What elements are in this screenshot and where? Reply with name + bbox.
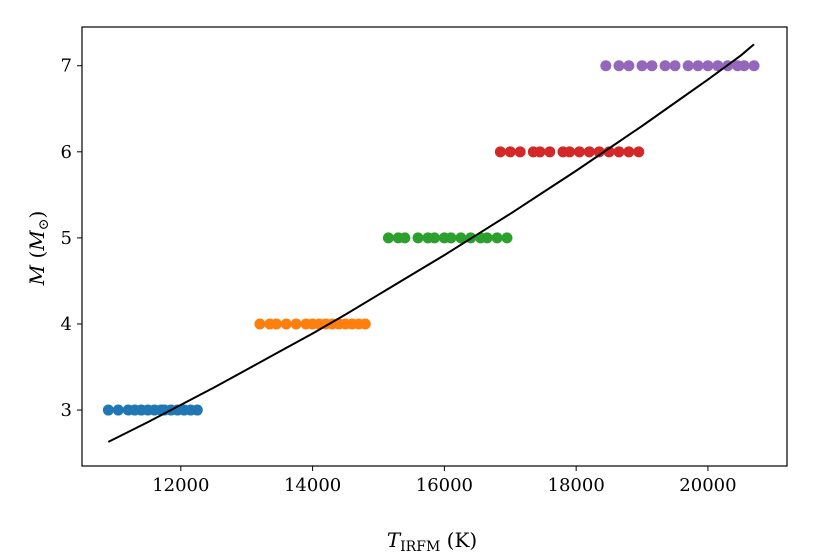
data-point-series-2 [280, 318, 292, 330]
x-axis-unit: (K) [440, 528, 477, 552]
fit-line [107, 43, 755, 443]
data-point-series-5 [659, 60, 671, 72]
data-point-series-5 [600, 60, 612, 72]
x-axis-sub: IRFM [400, 539, 440, 555]
data-point-series-4 [544, 146, 556, 158]
x-tick-label: 14000 [284, 475, 341, 496]
data-point-series-3 [412, 232, 424, 244]
data-point-series-3 [399, 232, 411, 244]
data-point-series-4 [633, 146, 645, 158]
plot-frame [81, 26, 788, 467]
data-point-series-4 [514, 146, 526, 158]
y-axis-sym: M [25, 230, 49, 252]
data-point-series-3 [501, 232, 513, 244]
x-tick-label: 12000 [152, 475, 209, 496]
data-point-series-3 [429, 232, 440, 244]
y-axis-open: ( [25, 251, 49, 265]
data-point-series-1 [112, 404, 124, 416]
fit-line-layer [107, 43, 755, 443]
y-tick-label: 3 [61, 400, 72, 421]
data-point-series-5 [636, 60, 648, 72]
data-point-series-2 [290, 318, 302, 330]
data-point-series-5 [613, 60, 625, 72]
data-point-series-3 [481, 232, 493, 244]
y-axis-var: M [25, 264, 49, 286]
y-axis: 3 4 5 6 7 [61, 56, 82, 421]
data-point-series-4 [494, 146, 506, 158]
data-point-series-3 [445, 232, 457, 244]
data-point-series-5 [748, 60, 760, 72]
data-point-series-3 [455, 232, 467, 244]
data-point-series-5 [702, 60, 714, 72]
x-tick-label: 18000 [548, 475, 605, 496]
y-axis-title: M (M⊙) [25, 211, 52, 287]
y-axis-sub: ⊙ [36, 218, 52, 230]
chart-marks [102, 60, 760, 416]
data-point-series-4 [573, 146, 585, 158]
y-tick-label: 6 [61, 142, 72, 163]
data-point-series-5 [646, 60, 658, 72]
data-point-series-2 [359, 318, 371, 330]
data-point-series-1 [191, 404, 203, 416]
data-point-series-4 [583, 146, 595, 158]
data-point-series-2 [270, 318, 282, 330]
data-point-series-1 [102, 404, 114, 416]
data-point-series-4 [613, 146, 625, 158]
y-tick-label: 7 [61, 56, 72, 77]
x-axis: 12000 14000 16000 18000 20000 [152, 466, 737, 496]
data-point-series-5 [712, 60, 724, 72]
data-point-series-4 [593, 146, 605, 158]
x-axis-title: TIRFM (K) [387, 528, 477, 555]
data-point-series-2 [254, 318, 266, 330]
y-axis-close: ) [25, 211, 49, 219]
data-point-series-5 [623, 60, 635, 72]
data-point-series-5 [692, 60, 704, 72]
data-point-series-4 [504, 146, 516, 158]
data-point-series-4 [534, 146, 546, 158]
data-point-series-5 [682, 60, 694, 72]
x-tick-label: 16000 [416, 475, 473, 496]
x-axis-var: T [387, 528, 402, 552]
data-point-series-4 [564, 146, 576, 158]
data-point-series-5 [738, 60, 750, 72]
data-point-series-3 [382, 232, 394, 244]
y-tick-label: 4 [61, 314, 72, 335]
x-tick-label: 20000 [679, 475, 736, 496]
data-point-series-3 [491, 232, 503, 244]
data-point-series-5 [669, 60, 681, 72]
y-tick-label: 5 [61, 228, 72, 249]
data-point-series-4 [623, 146, 635, 158]
